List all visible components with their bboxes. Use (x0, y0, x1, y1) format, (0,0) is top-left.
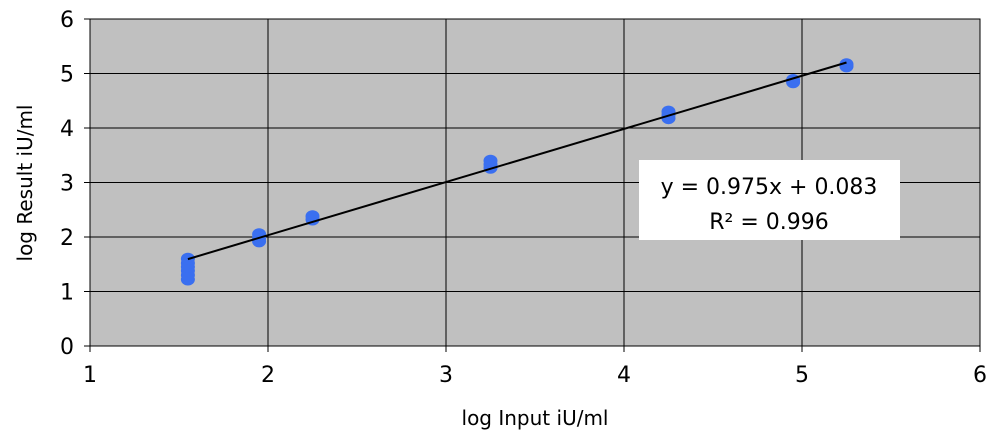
equation-box: y = 0.975x + 0.083 R² = 0.996 (639, 160, 900, 240)
x-tick-label: 4 (617, 363, 631, 388)
equation-box-background (639, 160, 900, 240)
x-tick-label: 2 (261, 363, 275, 388)
x-tick-label: 6 (973, 363, 987, 388)
y-tick-label: 4 (60, 117, 74, 142)
y-tick-label: 5 (60, 63, 74, 88)
x-axis-title: log Input iU/ml (462, 406, 609, 430)
y-tick-label: 1 (60, 281, 74, 306)
x-tick-label: 1 (83, 363, 97, 388)
data-point (839, 58, 854, 71)
trendline-r-squared: R² = 0.996 (709, 210, 829, 235)
y-tick-label: 2 (60, 226, 74, 251)
data-point (305, 210, 320, 223)
x-tick-label: 5 (795, 363, 809, 388)
y-tick-label: 6 (60, 8, 74, 33)
data-point (483, 154, 498, 167)
y-tick-label: 0 (60, 335, 74, 360)
trendline-equation: y = 0.975x + 0.083 (661, 175, 878, 200)
trendline (187, 61, 847, 261)
y-tick-label: 3 (60, 172, 74, 197)
trendline-group (187, 61, 847, 261)
y-axis-title: log Result iU/ml (13, 105, 37, 262)
x-tick-label: 3 (439, 363, 453, 388)
